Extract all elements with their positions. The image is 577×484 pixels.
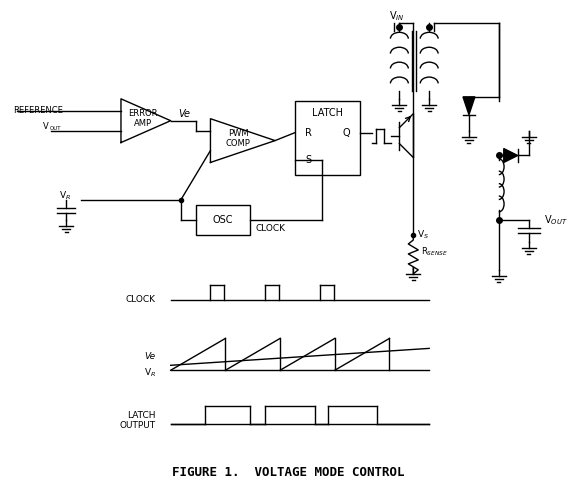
Text: V$_R$: V$_R$ — [144, 367, 156, 379]
Text: OUT: OUT — [50, 126, 61, 131]
Text: LATCH: LATCH — [128, 411, 156, 421]
Text: OSC: OSC — [213, 215, 233, 225]
Text: Ve: Ve — [179, 109, 190, 119]
Text: PWM: PWM — [228, 129, 249, 138]
Text: CLOCK: CLOCK — [255, 224, 285, 233]
Polygon shape — [463, 97, 475, 115]
Text: Q: Q — [342, 128, 350, 137]
Text: FIGURE 1.  VOLTAGE MODE CONTROL: FIGURE 1. VOLTAGE MODE CONTROL — [172, 466, 404, 479]
Text: LATCH: LATCH — [312, 108, 343, 118]
Text: V: V — [43, 122, 49, 131]
Text: REFERENCE: REFERENCE — [14, 106, 63, 115]
Text: V$_R$: V$_R$ — [59, 189, 71, 201]
Text: CLOCK: CLOCK — [126, 295, 156, 304]
Text: V$_{IN}$: V$_{IN}$ — [389, 9, 405, 23]
Text: V$_{OUT}$: V$_{OUT}$ — [544, 213, 567, 227]
Text: COMP: COMP — [226, 139, 251, 148]
Text: OUTPUT: OUTPUT — [119, 422, 156, 430]
Text: V$_S$: V$_S$ — [417, 229, 429, 242]
Text: ERROR: ERROR — [128, 109, 158, 118]
Text: Ve: Ve — [145, 352, 156, 361]
Text: R: R — [305, 128, 312, 137]
Bar — [295, 101, 359, 175]
Text: S: S — [305, 155, 311, 166]
Polygon shape — [504, 149, 518, 163]
Bar — [196, 205, 250, 235]
Text: AMP: AMP — [134, 119, 152, 128]
Text: R$_{SENSE}$: R$_{SENSE}$ — [421, 245, 448, 257]
